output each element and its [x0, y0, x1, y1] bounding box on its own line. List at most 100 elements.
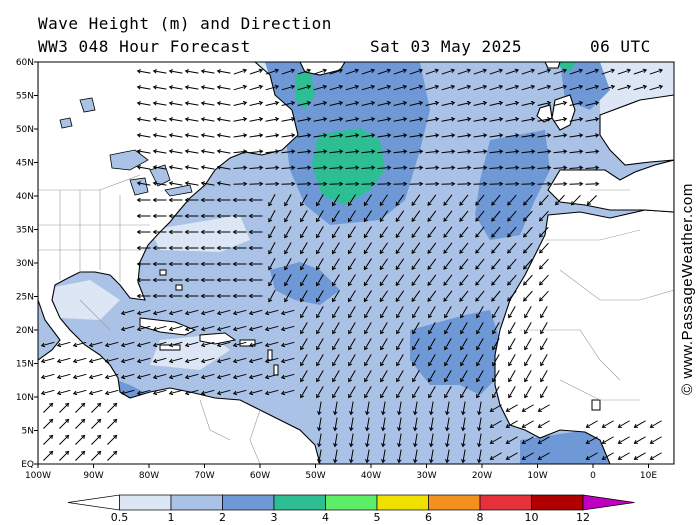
- direction-arrow: [491, 194, 501, 206]
- direction-arrow: [491, 258, 501, 270]
- direction-arrow: [537, 165, 552, 171]
- direction-arrow: [345, 149, 360, 154]
- direction-arrow: [233, 165, 248, 171]
- direction-arrow: [492, 306, 500, 319]
- direction-arrow: [200, 85, 215, 90]
- direction-arrow: [521, 84, 536, 91]
- direction-arrow: [553, 133, 568, 138]
- direction-arrow: [393, 165, 408, 171]
- direction-arrow: [475, 194, 485, 206]
- direction-arrow: [425, 84, 440, 91]
- direction-arrow: [233, 100, 248, 107]
- direction-arrow: [477, 433, 482, 448]
- direction-arrow: [284, 242, 292, 255]
- direction-arrow: [316, 258, 324, 271]
- direction-arrow: [505, 165, 520, 171]
- direction-arrow: [120, 309, 135, 316]
- direction-arrow: [136, 373, 151, 380]
- lat-tick-label: 45N: [16, 159, 34, 169]
- direction-arrow: [361, 84, 376, 91]
- colorbar-swatch: [376, 494, 429, 511]
- direction-arrow: [249, 149, 264, 154]
- direction-arrow: [443, 242, 453, 254]
- direction-arrow: [409, 100, 424, 107]
- direction-arrow: [281, 165, 296, 171]
- direction-arrow: [539, 258, 549, 270]
- direction-arrow: [377, 181, 392, 187]
- direction-arrow: [184, 197, 199, 203]
- direction-arrow: [553, 84, 568, 91]
- direction-arrow: [427, 210, 437, 222]
- direction-arrow: [489, 404, 502, 412]
- direction-arrow: [104, 373, 119, 380]
- direction-arrow: [507, 274, 517, 286]
- direction-arrow: [507, 226, 517, 238]
- direction-arrow: [152, 373, 167, 380]
- direction-arrow: [200, 149, 215, 154]
- direction-arrow: [59, 450, 70, 461]
- direction-arrow: [136, 181, 151, 186]
- direction-arrow: [248, 325, 263, 332]
- direction-arrow: [216, 117, 231, 122]
- direction-arrow: [168, 261, 183, 267]
- direction-arrow: [381, 433, 386, 448]
- direction-arrow: [107, 450, 118, 461]
- direction-arrow: [216, 213, 231, 219]
- direction-arrow: [380, 386, 388, 399]
- direction-arrow: [649, 84, 664, 91]
- direction-arrow: [508, 370, 516, 383]
- direction-arrow: [104, 389, 119, 396]
- direction-arrow: [491, 274, 501, 286]
- lat-tick-label: 35N: [16, 226, 34, 236]
- direction-arrow: [136, 149, 151, 154]
- direction-arrow: [460, 386, 468, 399]
- direction-arrow: [216, 181, 231, 186]
- direction-arrow: [284, 210, 292, 223]
- direction-arrow: [539, 226, 549, 238]
- direction-arrow: [475, 210, 485, 222]
- direction-arrow: [91, 434, 102, 445]
- direction-arrow: [540, 386, 548, 399]
- direction-arrow: [136, 261, 151, 267]
- direction-arrow: [505, 436, 518, 444]
- direction-arrow: [601, 68, 616, 75]
- direction-arrow: [429, 417, 434, 432]
- direction-arrow: [489, 133, 504, 138]
- direction-arrow: [428, 338, 436, 351]
- direction-arrow: [249, 84, 264, 91]
- direction-arrow: [268, 290, 276, 303]
- direction-arrow: [473, 116, 488, 122]
- direction-arrow: [461, 401, 466, 416]
- direction-arrow: [524, 386, 532, 399]
- direction-arrow: [216, 149, 231, 154]
- direction-arrow: [459, 290, 469, 302]
- direction-arrow: [393, 68, 408, 75]
- direction-arrow: [364, 370, 372, 383]
- direction-arrow: [361, 133, 376, 138]
- direction-arrow: [553, 68, 568, 75]
- direction-arrow: [152, 309, 167, 316]
- direction-arrow: [348, 386, 356, 399]
- direction-arrow: [443, 226, 453, 238]
- direction-arrow: [553, 165, 568, 171]
- direction-arrow: [460, 370, 468, 383]
- direction-arrow: [56, 373, 71, 380]
- direction-arrow: [40, 341, 55, 348]
- direction-arrow: [43, 402, 54, 413]
- direction-arrow: [364, 338, 372, 351]
- direction-arrow: [491, 242, 501, 254]
- direction-arrow: [329, 133, 344, 138]
- direction-arrow: [489, 100, 504, 107]
- direction-arrow: [381, 449, 386, 464]
- direction-arrow: [332, 242, 340, 255]
- direction-arrow: [348, 322, 356, 335]
- direction-arrow: [381, 401, 386, 416]
- direction-arrow: [168, 197, 183, 203]
- direction-arrow: [152, 165, 167, 170]
- direction-arrow: [425, 100, 440, 107]
- lat-tick-label: EQ: [21, 460, 34, 470]
- direction-arrow: [412, 306, 420, 319]
- direction-arrow: [585, 436, 598, 444]
- direction-arrow: [297, 84, 312, 91]
- direction-arrow: [505, 149, 520, 154]
